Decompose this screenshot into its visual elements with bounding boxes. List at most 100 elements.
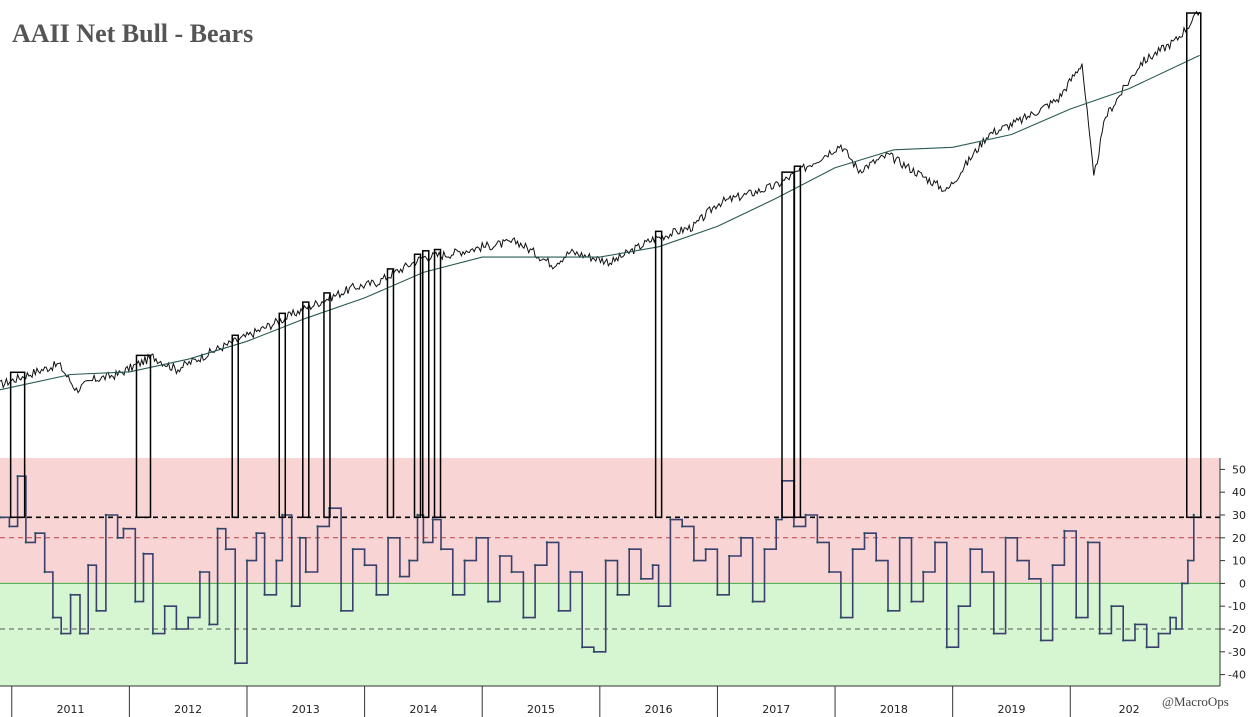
sentiment-point (628, 548, 631, 551)
sentiment-point (1110, 605, 1113, 608)
sentiment-point (208, 623, 211, 626)
year-label: 2013 (292, 703, 320, 716)
sentiment-point (59, 632, 63, 635)
y-tick-label: -40 (1228, 669, 1246, 682)
sentiment-point (431, 518, 435, 521)
sentiment-point (863, 532, 866, 535)
sentiment-point (255, 532, 258, 535)
sentiment-point (1086, 541, 1090, 544)
sentiment-point (910, 600, 913, 603)
sentiment-point (545, 541, 549, 544)
y-tick-label: 30 (1232, 509, 1246, 522)
sentiment-point (569, 570, 572, 574)
bearish-zone (0, 583, 1220, 686)
highlight-box (654, 230, 663, 519)
sentiment-point (1027, 577, 1031, 581)
sentiment-point (34, 532, 37, 535)
sentiment-point (116, 536, 119, 539)
price-line (0, 10, 1201, 394)
sentiment-point (1074, 616, 1078, 619)
sentiment-point (680, 525, 684, 528)
sentiment-point (716, 593, 719, 596)
sentiment-point (216, 527, 219, 530)
sentiment-point (175, 627, 178, 631)
sentiment-point (386, 536, 390, 539)
highlight-box (413, 253, 422, 519)
sentiment-point (669, 518, 672, 521)
sentiment-point (510, 570, 513, 574)
sentiment-point (290, 605, 293, 608)
sentiment-point (1169, 616, 1172, 619)
sentiment-point (1186, 559, 1190, 562)
sentiment-point (486, 600, 490, 603)
sentiment-point (8, 525, 11, 528)
highlight-box (231, 334, 239, 519)
net-bull-bears-line (0, 475, 1195, 664)
sentiment-point (727, 554, 731, 558)
axes: 50 40 30 20 10 0 -10 -20 -30 -40 2011 2012 2013 2014 2… (0, 458, 1246, 717)
sentiment-point (245, 559, 249, 562)
sentiment-point (224, 548, 228, 551)
sentiment-point (775, 518, 778, 521)
highlight-boxes (9, 12, 1202, 519)
sentiment-point (475, 536, 478, 539)
sentiment-point (839, 616, 843, 619)
highlight-box (302, 301, 310, 519)
sentiment-point (657, 605, 660, 608)
chart-title: AAII Net Bull - Bears (12, 19, 253, 48)
sentiment-point (616, 593, 619, 596)
sentiment-point (163, 605, 166, 608)
sentiment-point (339, 609, 343, 612)
sentiment-point (363, 563, 366, 567)
sentiment-point (416, 513, 419, 517)
highlight-box (1186, 12, 1202, 519)
year-label: 2014 (409, 703, 437, 716)
highlight-box (135, 354, 152, 519)
year-label: 2012 (174, 703, 202, 716)
y-tick-label: 10 (1232, 555, 1246, 568)
y-tick-label: -30 (1228, 646, 1246, 659)
sentiment-point (851, 548, 854, 551)
sentiment-point (422, 541, 425, 544)
sentiment-point (557, 609, 560, 612)
sentiment-point (886, 609, 890, 612)
sentiment-point (692, 559, 696, 562)
sentiment-point (639, 577, 643, 581)
y-tick-label: 40 (1232, 486, 1246, 499)
sentiment-point (933, 541, 937, 544)
sentiment-point (16, 475, 19, 478)
sentiment-point (522, 616, 525, 619)
sentiment-point (992, 632, 996, 635)
credit-label: @MacroOps (1162, 694, 1229, 709)
highlight-box (433, 248, 442, 519)
sentiment-point (763, 548, 766, 551)
bullish-zone (0, 458, 1220, 584)
sentiment-point (142, 552, 145, 555)
sentiment-point (792, 525, 796, 528)
sentiment-point (408, 559, 411, 562)
year-label: 2015 (527, 703, 555, 716)
sentiment-point (498, 554, 502, 558)
sentiment-point (739, 536, 743, 539)
sentiment-point (104, 513, 108, 517)
sentiment-point (804, 513, 807, 517)
sentiment-point (351, 548, 355, 551)
sentiment-point (751, 600, 754, 603)
sentiment-point (439, 548, 443, 551)
sentiment-point (1133, 623, 1137, 626)
sentiment-point (281, 513, 284, 517)
sentiment-point (69, 593, 72, 596)
year-label: 2017 (762, 703, 790, 716)
sentiment-point (263, 593, 266, 596)
sentiment-point (875, 559, 878, 562)
sentiment-point (533, 563, 537, 567)
sentiment-point (651, 563, 654, 567)
highlight-box (386, 268, 395, 519)
sentiment-point (580, 646, 584, 649)
sentiment-point (451, 593, 455, 596)
sentiment-point (304, 570, 307, 574)
sentiment-point (898, 536, 901, 539)
sentiment-point (275, 559, 278, 562)
sentiment-point (95, 609, 98, 612)
sentiment-point (1145, 646, 1148, 649)
